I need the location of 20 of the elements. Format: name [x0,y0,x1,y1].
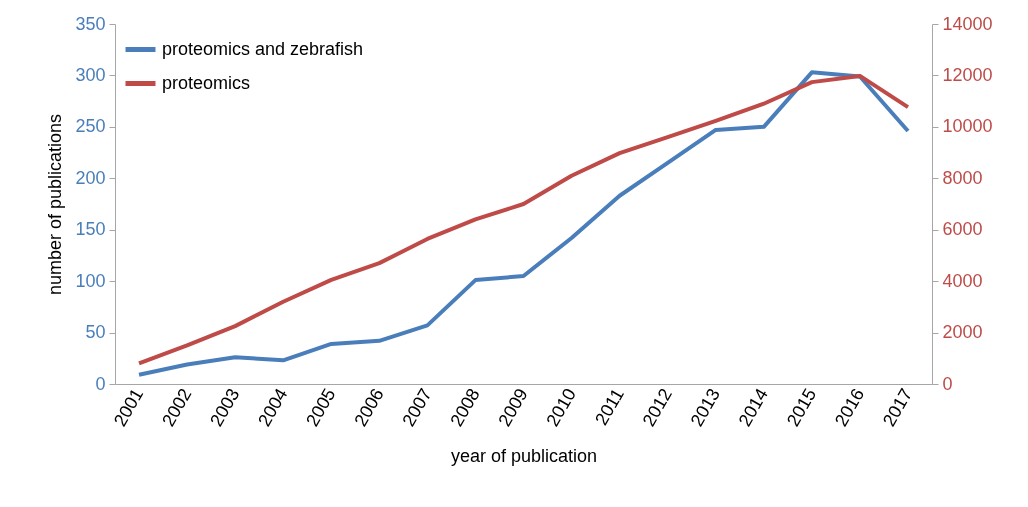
y2-tick-label: 0 [942,373,953,394]
y2-tick-label: 14000 [942,13,993,34]
y2-tick-label: 6000 [942,219,983,240]
y2-tick-label: 8000 [942,167,983,188]
y2-tick-label: 12000 [942,64,993,85]
x-axis-title: year of publication [450,445,598,466]
y-tick-label: 0 [95,373,106,394]
legend-label: proteomics [162,72,251,93]
y-tick-label: 200 [75,167,106,188]
y2-tick-label: 4000 [942,270,983,291]
y-tick-label: 350 [75,13,106,34]
y-axis-title: number of publications [45,113,66,296]
legend-label: proteomics and zebrafish [162,38,364,59]
y-tick-label: 300 [75,64,106,85]
y2-tick-label: 10000 [942,116,993,137]
y-tick-label: 50 [85,322,106,343]
y-tick-label: 100 [75,270,106,291]
y-tick-label: 150 [75,219,106,240]
y2-tick-label: 2000 [942,322,983,343]
y-tick-label: 250 [75,116,106,137]
